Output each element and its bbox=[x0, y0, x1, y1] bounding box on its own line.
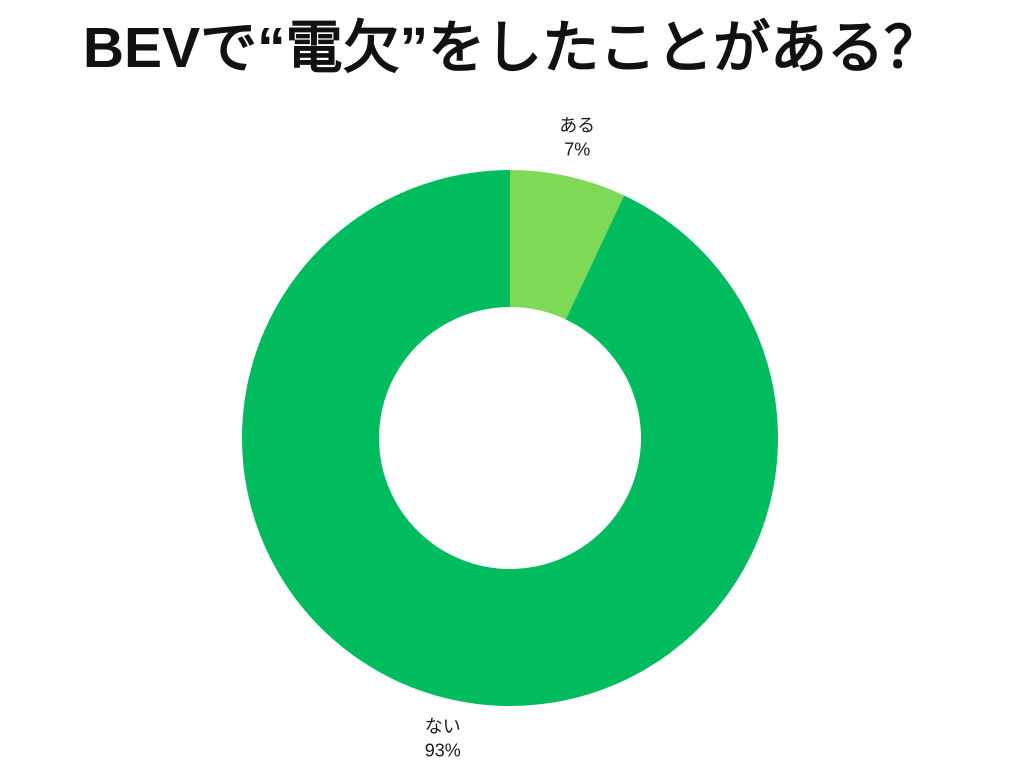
donut-labels: ある 7% ない 93% bbox=[425, 115, 595, 760]
donut-segment-ある bbox=[510, 170, 625, 320]
slice-label-ない: ない 93% bbox=[425, 717, 461, 761]
slice-label-ある: ある 7% bbox=[559, 115, 595, 159]
donut-segment-ない bbox=[241, 169, 778, 707]
donut-slices bbox=[241, 169, 778, 707]
chart-title: BEVで“電欠”をしたことがある？ bbox=[82, 16, 942, 80]
